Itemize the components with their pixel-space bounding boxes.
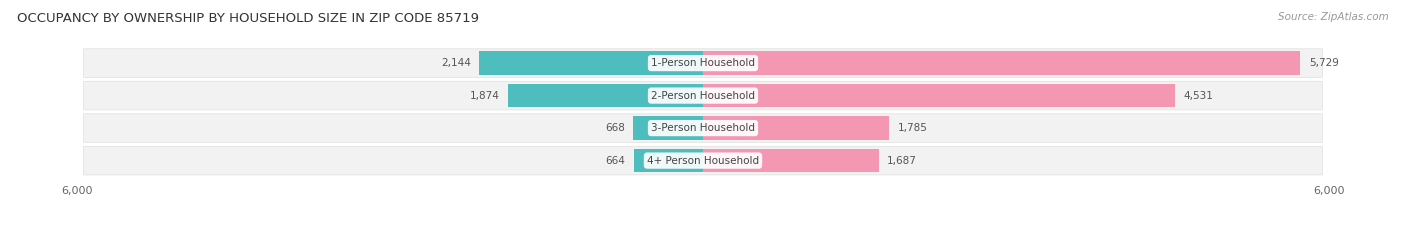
Bar — [703, 84, 1175, 107]
Text: OCCUPANCY BY OWNERSHIP BY HOUSEHOLD SIZE IN ZIP CODE 85719: OCCUPANCY BY OWNERSHIP BY HOUSEHOLD SIZE… — [17, 12, 479, 25]
Text: 1,874: 1,874 — [470, 91, 499, 101]
Bar — [703, 149, 879, 172]
Text: 3-Person Household: 3-Person Household — [651, 123, 755, 133]
Bar — [633, 116, 703, 140]
Bar — [703, 116, 889, 140]
Text: 668: 668 — [605, 123, 626, 133]
FancyBboxPatch shape — [83, 146, 1323, 175]
Text: 4+ Person Household: 4+ Person Household — [647, 156, 759, 166]
FancyBboxPatch shape — [83, 49, 1323, 77]
Text: 5,729: 5,729 — [1309, 58, 1339, 68]
Bar — [703, 51, 1301, 75]
Bar — [508, 84, 703, 107]
FancyBboxPatch shape — [83, 81, 1323, 110]
Bar — [479, 51, 703, 75]
Text: 664: 664 — [606, 156, 626, 166]
Text: 1,687: 1,687 — [887, 156, 917, 166]
Legend: Owner-occupied, Renter-occupied: Owner-occupied, Renter-occupied — [591, 231, 815, 233]
Text: 1,785: 1,785 — [897, 123, 928, 133]
FancyBboxPatch shape — [83, 114, 1323, 142]
Text: 2,144: 2,144 — [441, 58, 471, 68]
Text: 1-Person Household: 1-Person Household — [651, 58, 755, 68]
Bar — [634, 149, 703, 172]
Text: Source: ZipAtlas.com: Source: ZipAtlas.com — [1278, 12, 1389, 22]
Text: 4,531: 4,531 — [1184, 91, 1213, 101]
Text: 2-Person Household: 2-Person Household — [651, 91, 755, 101]
